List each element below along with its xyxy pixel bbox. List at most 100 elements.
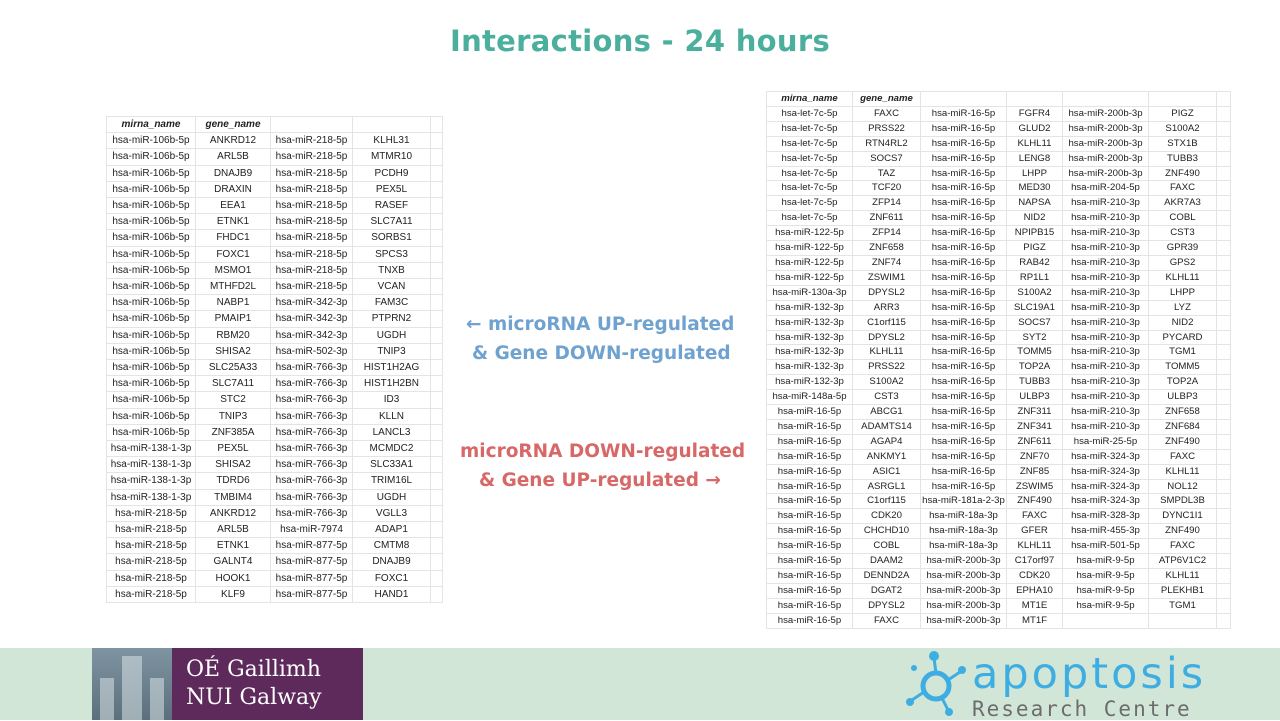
gene-name-cell: COBL [1148, 210, 1217, 227]
mirna-name-cell: hsa-miR-106b-5p [106, 375, 196, 393]
gene-name-cell: GFER [1006, 523, 1063, 540]
gene-name-cell: ZNF385A [195, 423, 271, 442]
mirna-name-cell: hsa-miR-106b-5p [106, 359, 196, 377]
annotation-line: microRNA DOWN-regulated [460, 441, 746, 462]
mirna-name-cell: hsa-miR-132-3p [766, 314, 853, 331]
mirna-name-cell: hsa-miR-16-5p [920, 165, 1007, 182]
mirna-name-cell: hsa-miR-16-5p [920, 195, 1007, 212]
mirna-name-cell: hsa-miR-16-5p [920, 284, 1007, 301]
mirna-name-cell: hsa-miR-16-5p [920, 374, 1007, 391]
spare-column-cell [430, 245, 443, 263]
gene-name-cell: CST3 [852, 389, 921, 406]
table-row: hsa-miR-106b-5p PMAIP1 hsa-miR-342-3p PTPRN… [106, 310, 443, 328]
mirna-name-cell: hsa-miR-766-3p [270, 359, 353, 377]
nui-name-line: OÉ Gaillimh [186, 657, 321, 682]
table-row: hsa-miR-16-5p COBL hsa-miR-18a-3p KLHL11 hsa… [766, 538, 1231, 555]
gene-name-cell: NPIPB15 [1006, 225, 1063, 242]
mirna-name-cell: hsa-miR-218-5p [270, 261, 353, 280]
gene-name-cell: EPHA10 [1006, 582, 1063, 599]
mirna-name-cell: hsa-miR-200b-3p [920, 597, 1007, 614]
gene-name-cell: DNAJB9 [352, 553, 431, 571]
mirna-name-cell: hsa-miR-16-5p [920, 389, 1007, 406]
mirna-name-cell: hsa-miR-218-5p [270, 180, 353, 199]
gene-name-cell: AGAP4 [852, 433, 921, 450]
spare-column-cell [1216, 225, 1231, 242]
mirna-name-cell: hsa-miR-200b-3p [920, 612, 1007, 629]
gene-name-cell: FAXC [1006, 508, 1063, 525]
spare-column-cell [1216, 404, 1231, 420]
table-row: hsa-miR-106b-5p STC2 hsa-miR-766-3p ID3 [106, 391, 443, 409]
mirna-name-cell: hsa-miR-328-3p [1062, 508, 1149, 525]
mirna-name-cell: hsa-miR-218-5p [270, 164, 353, 182]
gene-name-cell: PEX5L [195, 440, 271, 458]
gene-name-cell: KLHL11 [1148, 463, 1217, 480]
gene-name-cell: ZNF611 [852, 210, 921, 227]
spare-column-cell [1216, 508, 1231, 525]
spare-column-cell [430, 537, 443, 555]
gene-name-cell: ZNF684 [1148, 418, 1217, 435]
table-row: hsa-miR-106b-5p SLC7A11 hsa-miR-766-3p HIST… [106, 375, 443, 393]
gene-name-cell: TRIM16L [352, 472, 431, 490]
gene-name-cell: CDK20 [1006, 568, 1063, 584]
mirna-name-cell: hsa-miR-210-3p [1062, 418, 1149, 435]
gene-name-cell: FAXC [1148, 180, 1217, 197]
gene-name-cell: ZNF74 [852, 254, 921, 271]
gene-name-cell: VCAN [352, 278, 431, 296]
mirna-name-cell: hsa-miR-324-3p [1062, 448, 1149, 465]
mirna-name-cell: hsa-miR-16-5p [766, 553, 853, 569]
table-row: hsa-miR-106b-5p TNIP3 hsa-miR-766-3p KLLN [106, 407, 443, 425]
spare-column-cell [430, 294, 443, 312]
mirna-name-cell: hsa-miR-106b-5p [106, 423, 196, 442]
table-row: hsa-miR-148a-5p CST3 hsa-miR-16-5p ULBP3 hsa… [766, 389, 1231, 406]
table-row: hsa-miR-106b-5p NABP1 hsa-miR-342-3p FAM3C [106, 294, 443, 312]
mirna-name-cell: hsa-miR-218-5p [106, 504, 196, 523]
table-row: hsa-miR-16-5p FAXC hsa-miR-200b-3p MT1F [766, 612, 1231, 629]
gene-name-cell: ZFP14 [852, 225, 921, 242]
gene-name-cell: ARL5B [195, 148, 271, 166]
spare-column-cell [430, 213, 443, 231]
gene-name-cell: KLHL11 [1148, 568, 1217, 584]
table-row: hsa-let-7c-5p RTN4RL2 hsa-miR-16-5p KLHL11 h… [766, 135, 1231, 152]
mirna-name-cell: hsa-miR-200b-3p [1062, 105, 1149, 122]
table-header-row: mirna_name gene_name [106, 115, 443, 134]
mirna-name-cell: hsa-miR-16-5p [920, 478, 1007, 495]
gene-name-cell: TOP2A [1148, 374, 1217, 391]
spare-column-cell [430, 342, 443, 361]
table-row: hsa-miR-16-5p DAAM2 hsa-miR-200b-3p C17orf9… [766, 553, 1231, 569]
column-header [1148, 91, 1217, 107]
spare-column-cell [430, 197, 443, 215]
mirna-name-cell: hsa-miR-138-1-3p [106, 472, 196, 490]
gene-name-cell: S100A2 [1148, 120, 1217, 137]
annotation-line: ← microRNA UP-regulated [466, 314, 735, 335]
column-header: gene_name [195, 115, 271, 134]
gene-name-cell: RASEF [352, 197, 431, 215]
mirna-name-cell: hsa-miR-16-5p [920, 463, 1007, 480]
gene-name-cell: ID3 [352, 391, 431, 409]
table-row: hsa-miR-218-5p KLF9 hsa-miR-877-5p HAND1 [106, 585, 443, 604]
mirna-name-cell: hsa-miR-16-5p [766, 433, 853, 450]
mirna-name-cell: hsa-miR-18a-3p [920, 538, 1007, 555]
mirna-name-cell: hsa-miR-138-1-3p [106, 456, 196, 474]
column-header [352, 115, 431, 134]
spare-column-cell [1216, 359, 1231, 376]
table-row: hsa-miR-132-3p S100A2 hsa-miR-16-5p TUBB3 hs… [766, 374, 1231, 391]
gene-name-cell: SLC19A1 [1006, 299, 1063, 316]
gene-name-cell: LENG8 [1006, 150, 1063, 167]
annotation-line: & Gene DOWN-regulated [472, 343, 731, 364]
spare-column-cell [1216, 120, 1231, 137]
gene-name-cell: SHISA2 [195, 456, 271, 474]
mirna-name-cell: hsa-miR-218-5p [270, 197, 353, 215]
spare-column-cell [430, 488, 443, 506]
slide-title: Interactions - 24 hours [449, 24, 831, 58]
table-row: hsa-miR-106b-5p MSMO1 hsa-miR-218-5p TNXB [106, 261, 443, 280]
spare-column-cell [430, 440, 443, 458]
table-row: hsa-miR-132-3p ARR3 hsa-miR-16-5p SLC19A1 hs… [766, 299, 1231, 316]
gene-name-cell: TGM1 [1148, 344, 1217, 361]
gene-name-cell: SOCS7 [1006, 314, 1063, 331]
mirna-name-cell: hsa-let-7c-5p [766, 165, 853, 182]
mirna-name-cell: hsa-miR-324-3p [1062, 493, 1149, 510]
mirna-name-cell: hsa-miR-16-5p [920, 135, 1007, 152]
gene-name-cell: TMBIM4 [195, 488, 271, 506]
mirna-name-cell: hsa-let-7c-5p [766, 195, 853, 212]
spare-column-cell [430, 375, 443, 393]
